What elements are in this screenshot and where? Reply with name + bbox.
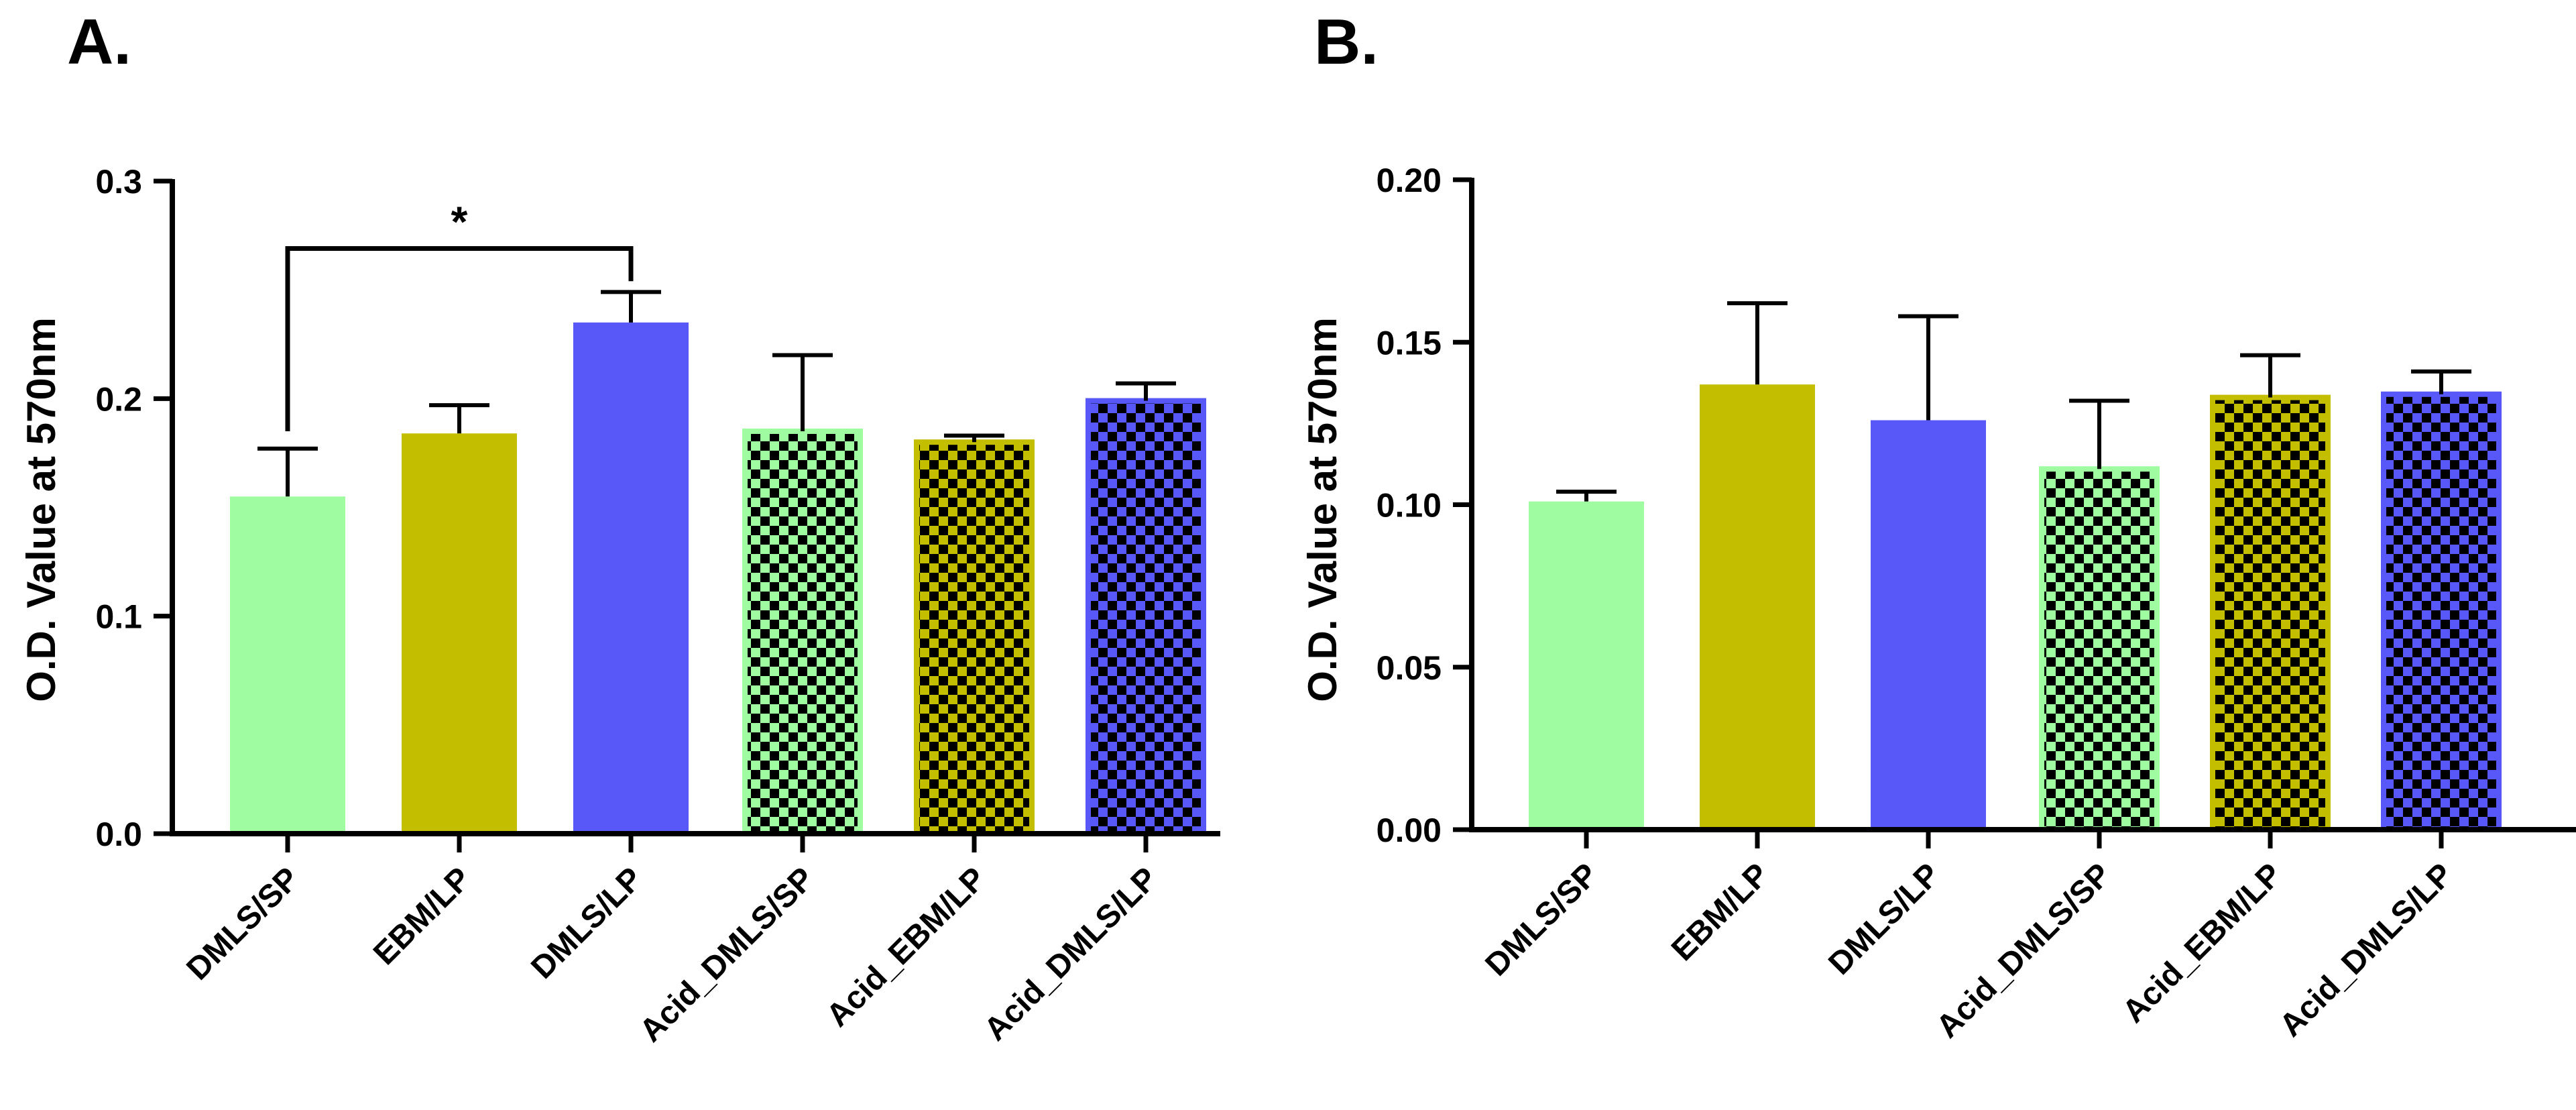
- y-tick-label: 0.1: [95, 598, 142, 636]
- y-tick-label: 0.05: [1377, 649, 1442, 687]
- bar-acid-dmls-sp: [742, 428, 863, 836]
- y-tick-label: 0.00: [1377, 812, 1442, 849]
- bar-acid-ebm-lp: [914, 439, 1035, 836]
- bar-acid-dmls-lp: [1086, 398, 1206, 836]
- bar-ebm-lp: [402, 433, 517, 834]
- chart-a: A. O.D. Value at 570nm 0.0 0.1 0.2 0.3 DMLS/…: [19, 6, 1220, 1049]
- y-tick-label: 0.2: [95, 380, 142, 418]
- bar-acid-dmls-lp: [2381, 391, 2502, 832]
- significance-bracket: [285, 246, 634, 431]
- x-tick-label: Acid_DMLS/LP: [2273, 856, 2460, 1044]
- panel-label-b: B.: [1314, 6, 1379, 78]
- bar-acid-ebm-lp: [2210, 394, 2331, 832]
- x-tick-label: Acid_EBM/LP: [2116, 856, 2289, 1030]
- bar-ebm-lp: [1700, 384, 1815, 830]
- x-tick-label: DMLS/SP: [180, 861, 306, 987]
- x-tick-label: EBM/LP: [1665, 856, 1776, 968]
- y-tick-label: 0.3: [95, 163, 142, 201]
- panel-label-a: A.: [67, 6, 131, 78]
- y-axis-label-b: O.D. Value at 570nm: [1300, 317, 1345, 702]
- y-tick-label: 0.0: [95, 816, 142, 853]
- y-tick-label: 0.20: [1377, 162, 1442, 199]
- x-tick-label: DMLS/LP: [1822, 856, 1946, 981]
- bar-acid-dmls-sp: [2039, 466, 2160, 832]
- bar-dmls-lp: [1871, 420, 1986, 830]
- y-tick-label: 0.10: [1377, 487, 1442, 524]
- chart-b: B. O.D. Value at 570nm 0.000.050.100.150…: [1300, 6, 2576, 1045]
- x-tick-label: DMLS/SP: [1478, 856, 1604, 983]
- x-tick-label: EBM/LP: [367, 861, 478, 972]
- y-axis-label-a: O.D. Value at 570nm: [19, 317, 64, 702]
- x-tick-label: Acid_EBM/LP: [820, 861, 993, 1034]
- bar-dmls-sp: [230, 496, 345, 834]
- x-tick-label: Acid_DMLS/LP: [978, 861, 1165, 1048]
- x-tick-label: DMLS/LP: [524, 861, 649, 985]
- y-tick-label: 0.15: [1377, 324, 1442, 362]
- plot-area-b: 0.00 0.05 0.10 0.15 0.20 DMLS/SP EBM/LP DMLS/LP…: [1377, 162, 2576, 1045]
- x-tick-label: Acid_DMLS/SP: [1930, 856, 2118, 1045]
- x-tick-label: Acid_DMLS/SP: [633, 861, 821, 1049]
- bar-dmls-sp: [1529, 501, 1644, 830]
- significance-star: *: [451, 198, 468, 246]
- bar-dmls-lp: [573, 322, 689, 834]
